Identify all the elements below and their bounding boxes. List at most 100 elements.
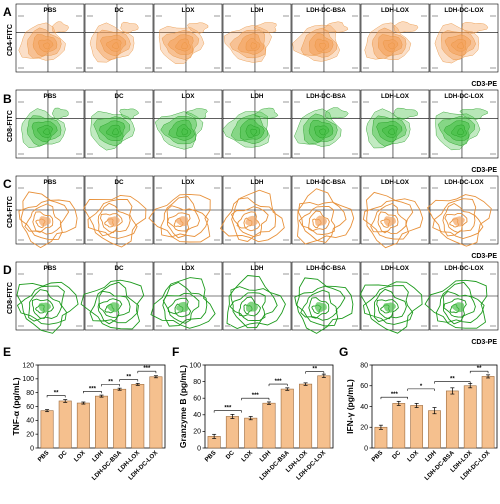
density-contour xyxy=(457,42,465,50)
quadrant-marker xyxy=(283,325,289,327)
density-contour xyxy=(296,277,354,334)
density-core xyxy=(38,216,51,227)
density-contour xyxy=(435,281,485,324)
quadrant-marker xyxy=(145,15,151,17)
x-tick-label: LOX xyxy=(73,449,88,464)
quadrant-marker xyxy=(18,67,24,69)
quadrant-marker xyxy=(156,101,162,103)
quadrant-marker xyxy=(18,101,24,103)
density-core xyxy=(245,215,258,227)
quadrant-marker xyxy=(421,67,427,69)
y-tick-label: 20 xyxy=(360,425,368,432)
density-contour xyxy=(459,108,488,120)
density-contour xyxy=(319,128,327,136)
quadrant-marker xyxy=(283,101,289,103)
quadrant-marker xyxy=(490,67,496,69)
quadrant-marker xyxy=(214,239,220,241)
quadrant-marker xyxy=(214,273,220,275)
density-contour xyxy=(226,275,286,329)
y-tick-label: 20 xyxy=(193,429,201,436)
y-tick-label: 0 xyxy=(197,445,201,452)
quadrant-marker xyxy=(294,15,300,17)
quadrant-marker xyxy=(87,325,93,327)
density-core xyxy=(314,302,327,313)
density-contour xyxy=(442,202,476,237)
flow-row-a: A CD4-FITC CD3-PE PBS DC LOX LDH LDH-DC-BSA LDH… xyxy=(3,3,499,88)
quadrant-marker xyxy=(352,67,358,69)
density-contour xyxy=(325,107,349,119)
bar xyxy=(40,410,54,449)
density-contour xyxy=(16,281,79,334)
quadrant-marker xyxy=(156,187,162,189)
plot-title: LDH-DC-LOX xyxy=(444,179,484,186)
quadrant-marker xyxy=(156,67,162,69)
density-contour xyxy=(308,297,330,319)
quadrant-marker xyxy=(421,239,427,241)
plot-title: DC xyxy=(114,93,124,100)
density-contour xyxy=(359,281,423,334)
quadrant-marker xyxy=(363,273,369,275)
significance-label: *** xyxy=(143,366,151,372)
plot-title: LDH xyxy=(251,179,264,186)
quadrant-marker xyxy=(294,187,300,189)
quadrant-marker xyxy=(352,153,358,155)
flow-plot-dc: DC xyxy=(80,261,154,331)
density-contour xyxy=(167,212,191,232)
density-core xyxy=(383,302,396,313)
density-contour xyxy=(219,189,285,243)
quadrant-marker xyxy=(145,239,151,241)
y-axis-label: IFN-γ (pg/mL) xyxy=(345,379,355,434)
quadrant-marker xyxy=(352,325,358,327)
density-contour xyxy=(80,279,145,330)
flow-row-c: C CD4-FITC CD3-PE PBS DC LOX LDH LDH-DC-BSA LDH… xyxy=(3,175,499,260)
quadrant-marker xyxy=(225,239,231,241)
density-contour xyxy=(294,285,346,327)
significance-label: ** xyxy=(126,375,131,381)
bar xyxy=(76,402,90,449)
quadrant-marker xyxy=(225,273,231,275)
density-contour xyxy=(98,298,123,318)
density-contour xyxy=(150,277,216,329)
quadrant-marker xyxy=(294,273,300,275)
plot-title: LDH-DC-LOX xyxy=(444,7,484,14)
quadrant-marker xyxy=(432,325,438,327)
density-contour xyxy=(186,22,209,34)
plot-title: LDH-DC-BSA xyxy=(306,179,346,186)
y-tick-label: 60 xyxy=(193,396,201,403)
quadrant-marker xyxy=(225,101,231,103)
density-contour xyxy=(120,21,139,34)
y-tick-label: 60 xyxy=(360,383,368,390)
density-contour xyxy=(444,212,468,234)
panel-label-e: E xyxy=(3,345,11,359)
significance-label: *** xyxy=(275,379,283,385)
quadrant-marker xyxy=(352,273,358,275)
x-tick-label: PBS xyxy=(204,449,218,463)
bar xyxy=(244,417,258,449)
quadrant-marker xyxy=(490,101,496,103)
plot-title: DC xyxy=(114,265,124,272)
quadrant-marker xyxy=(76,187,82,189)
quadrant-marker xyxy=(363,153,369,155)
y-tick-label: 80 xyxy=(193,379,201,386)
quadrant-marker xyxy=(76,239,82,241)
density-contour xyxy=(31,298,55,319)
x-tick-label: LDH xyxy=(424,449,438,463)
density-contour xyxy=(254,107,279,119)
bar xyxy=(374,426,388,449)
quadrant-marker xyxy=(145,101,151,103)
flow-plot-dc: DC xyxy=(83,175,154,248)
quadrant-marker xyxy=(145,325,151,327)
x-tick-label: DC xyxy=(225,449,237,461)
density-contour xyxy=(20,191,78,249)
quadrant-marker xyxy=(76,15,82,17)
flow-plot-ldh-dc-bsa: LDH-DC-BSA xyxy=(291,261,361,334)
quadrant-marker xyxy=(294,153,300,155)
density-contour xyxy=(16,285,67,325)
quadrant-marker xyxy=(363,187,369,189)
bar xyxy=(481,376,495,449)
y-tick-label: 60 xyxy=(26,404,34,411)
panel-label-a: A xyxy=(3,5,12,19)
density-contour xyxy=(148,193,211,243)
plot-title: LOX xyxy=(182,93,196,100)
quadrant-marker xyxy=(352,239,358,241)
